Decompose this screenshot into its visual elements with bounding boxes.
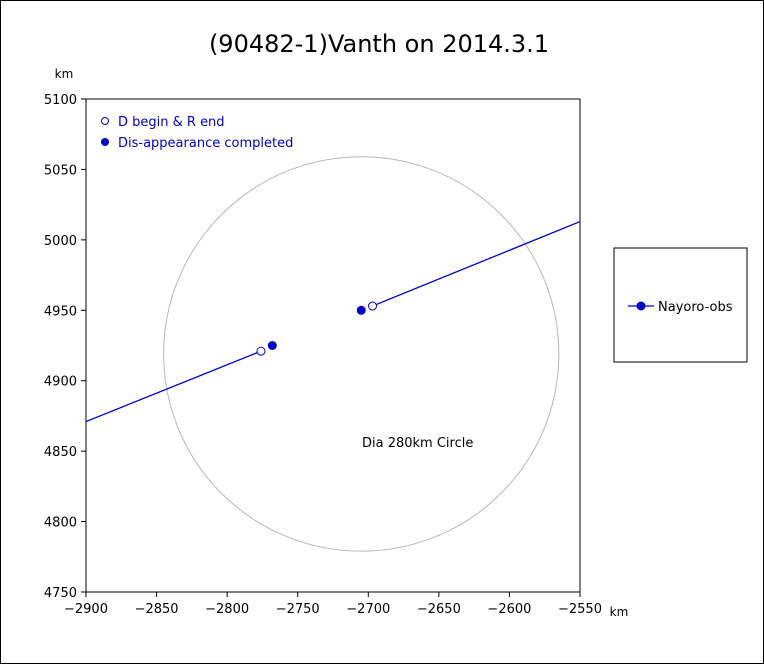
chord-line bbox=[86, 350, 262, 423]
x-tick-label: −2650 bbox=[417, 602, 461, 617]
y-tick-label: 5000 bbox=[44, 234, 77, 249]
x-tick-label: −2750 bbox=[276, 602, 320, 617]
x-tick-label: −2900 bbox=[64, 602, 108, 617]
series-legend-box bbox=[613, 247, 748, 363]
chord-line bbox=[372, 220, 580, 307]
disappearance-point bbox=[356, 305, 366, 315]
x-tick-label: −2550 bbox=[558, 602, 602, 617]
y-tick-label: 4900 bbox=[44, 375, 77, 390]
series-legend-marker bbox=[636, 301, 646, 311]
y-tick-label: 4950 bbox=[44, 304, 77, 319]
marker-legend-label: Dis-appearance completed bbox=[118, 136, 293, 151]
y-tick-label: 4750 bbox=[44, 586, 77, 601]
x-tick-label: −2800 bbox=[205, 602, 249, 617]
y-tick-label: 5100 bbox=[44, 93, 77, 108]
plot-area bbox=[85, 98, 581, 593]
x-tick-label: −2600 bbox=[487, 602, 531, 617]
disappearance-point bbox=[267, 341, 277, 350]
circle-label: Dia 280km Circle bbox=[362, 436, 473, 451]
series-legend-label: Nayoro-obs bbox=[658, 300, 733, 315]
x-axis-unit: km bbox=[610, 605, 629, 619]
x-tick-label: −2850 bbox=[135, 602, 179, 617]
x-tick-label: −2700 bbox=[346, 602, 390, 617]
d-begin-point bbox=[368, 301, 378, 311]
marker-legend-symbol bbox=[101, 138, 109, 146]
chart-title: (90482-1)Vanth on 2014.3.1 bbox=[209, 30, 549, 58]
d-begin-point bbox=[256, 346, 266, 356]
marker-legend-label: D begin & R end bbox=[118, 115, 225, 130]
marker-legend-symbol bbox=[101, 117, 109, 125]
y-tick-label: 4800 bbox=[44, 516, 77, 531]
y-tick-label: 4850 bbox=[44, 445, 77, 460]
y-tick-label: 5050 bbox=[44, 163, 77, 178]
y-axis-unit: km bbox=[55, 67, 74, 81]
reference-circle bbox=[163, 156, 560, 552]
